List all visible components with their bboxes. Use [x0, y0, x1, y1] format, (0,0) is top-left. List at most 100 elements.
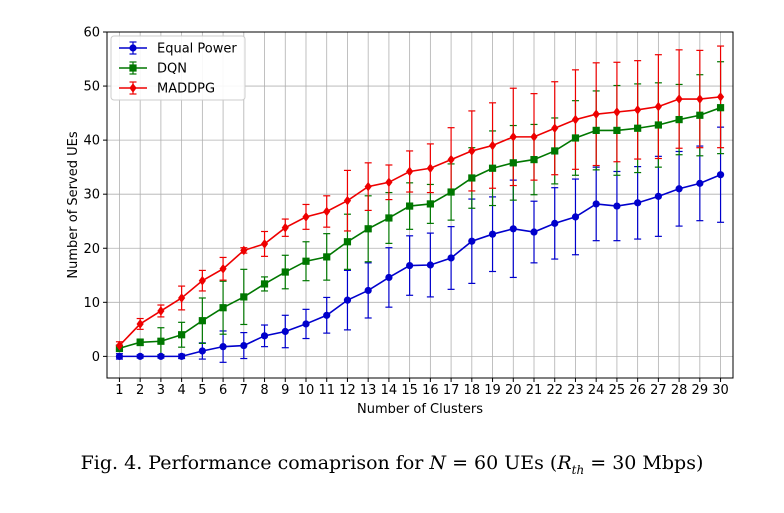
- maddpg-point: [385, 177, 393, 188]
- maddpg-point: [302, 212, 310, 222]
- maddpg-point: [447, 154, 455, 165]
- dqn-point: [468, 174, 476, 182]
- dqn-point: [385, 214, 393, 222]
- dqn-point: [281, 268, 289, 276]
- maddpg-point: [696, 94, 704, 104]
- equal-power-point: [136, 352, 144, 360]
- equal-power-point: [323, 311, 331, 319]
- x-tick-label: 8: [260, 383, 268, 398]
- x-tick-label: 22: [546, 383, 563, 398]
- x-tick-label: 27: [650, 383, 667, 398]
- maddpg-point: [364, 181, 372, 192]
- y-tick-label: 50: [83, 80, 100, 95]
- maddpg-point: [198, 275, 206, 286]
- x-tick-label: 23: [567, 383, 584, 398]
- equal-power-point: [364, 286, 372, 295]
- dqn-point: [364, 225, 372, 233]
- equal-power-point: [468, 237, 476, 245]
- equal-power-point: [385, 273, 393, 282]
- legend-marker-dqn: [129, 64, 137, 72]
- dqn-point: [488, 164, 497, 172]
- equal-power-point: [592, 200, 600, 208]
- plot-frame: [106, 31, 734, 379]
- caption-var-n: N: [429, 452, 447, 474]
- dqn-point: [530, 155, 538, 164]
- x-tick-label: 3: [157, 383, 165, 398]
- x-tick-label: 29: [692, 383, 709, 398]
- x-tick-label: 20: [505, 383, 522, 398]
- y-tick-label: 60: [83, 26, 100, 41]
- equal-power-point: [115, 352, 124, 360]
- maddpg-line: [118, 96, 721, 347]
- equal-power-point: [571, 213, 580, 221]
- chart: 1 2 3 4 5 6 7 8 9 10 11 12 13 14 15 16 17 18 19 20 21 22 23 24 2…: [66, 26, 734, 417]
- equal-power-point: [488, 230, 497, 238]
- dqn-point: [447, 188, 455, 196]
- x-tick-label: 26: [629, 383, 646, 398]
- x-tick-label: 7: [240, 383, 248, 398]
- caption-prefix: Fig. 4. Performance comaprison for: [80, 452, 430, 474]
- maddpg-point: [716, 92, 725, 102]
- x-tick-label: 13: [360, 383, 377, 398]
- x-tick-label: 9: [281, 383, 289, 398]
- equal-power-point: [281, 327, 289, 336]
- equal-power-point: [654, 192, 662, 200]
- x-tick-label: 30: [712, 383, 729, 398]
- maddpg-point: [219, 263, 227, 274]
- x-axis-ticks: 1 2 3 4 5 6 7 8 9 10 11 12 13 14 15 16 17 18 19 20 21 22 23 24 2…: [115, 378, 729, 398]
- y-tick-label: 20: [83, 242, 100, 257]
- dqn-point: [198, 317, 206, 325]
- equal-power-point: [716, 171, 725, 179]
- maddpg-point: [530, 132, 538, 142]
- dqn-point: [260, 280, 269, 288]
- dqn-point: [302, 257, 310, 265]
- caption-var-r-sub: th: [571, 462, 585, 477]
- equal-power-point: [343, 296, 352, 304]
- equal-power-point: [426, 261, 434, 269]
- series-markers: [115, 92, 725, 360]
- maddpg-point: [675, 94, 683, 104]
- maddpg-point: [178, 293, 186, 303]
- y-tick-label: 0: [92, 350, 100, 365]
- equal-power-point: [675, 185, 683, 193]
- equal-power-point: [447, 254, 455, 262]
- dqn-point: [675, 115, 683, 124]
- legend-label-dqn: DQN: [157, 62, 187, 77]
- dqn-point: [509, 159, 517, 167]
- maddpg-point: [343, 195, 352, 206]
- dqn-point: [323, 253, 331, 261]
- legend-label-maddpg: MADDPG: [157, 82, 215, 97]
- x-tick-label: 6: [219, 383, 227, 398]
- equal-power-point: [178, 352, 186, 360]
- legend-marker-maddpg: [129, 83, 137, 93]
- dqn-point: [343, 238, 352, 246]
- dqn-point: [716, 104, 725, 112]
- equal-power-point: [406, 261, 414, 270]
- maddpg-point: [115, 340, 124, 351]
- x-tick-label: 2: [136, 383, 144, 398]
- dqn-point: [406, 202, 414, 210]
- legend-marker-equal-power: [129, 44, 137, 52]
- maddpg-point: [281, 222, 289, 233]
- dqn-point: [240, 293, 248, 301]
- x-tick-label: 15: [401, 383, 418, 398]
- y-tick-label: 40: [83, 134, 100, 149]
- maddpg-point: [654, 101, 662, 112]
- x-tick-label: 12: [339, 383, 356, 398]
- figure-caption: Fig. 4. Performance comaprison for N = 6…: [0, 452, 784, 477]
- equal-power-point: [613, 202, 621, 210]
- equal-power-point: [634, 199, 642, 207]
- x-tick-label: 11: [318, 383, 335, 398]
- dqn-point: [178, 331, 186, 339]
- maddpg-point: [613, 107, 621, 117]
- equal-power-point: [696, 179, 704, 187]
- equal-power-point: [219, 343, 227, 351]
- maddpg-point: [157, 306, 165, 316]
- x-tick-label: 5: [198, 383, 206, 398]
- maddpg-point: [240, 245, 248, 256]
- caption-eq-r: = 30 Mbps): [584, 452, 704, 474]
- maddpg-point: [571, 114, 580, 125]
- equal-power-point: [198, 347, 206, 355]
- x-tick-label: 21: [526, 383, 543, 398]
- maddpg-point: [426, 163, 434, 174]
